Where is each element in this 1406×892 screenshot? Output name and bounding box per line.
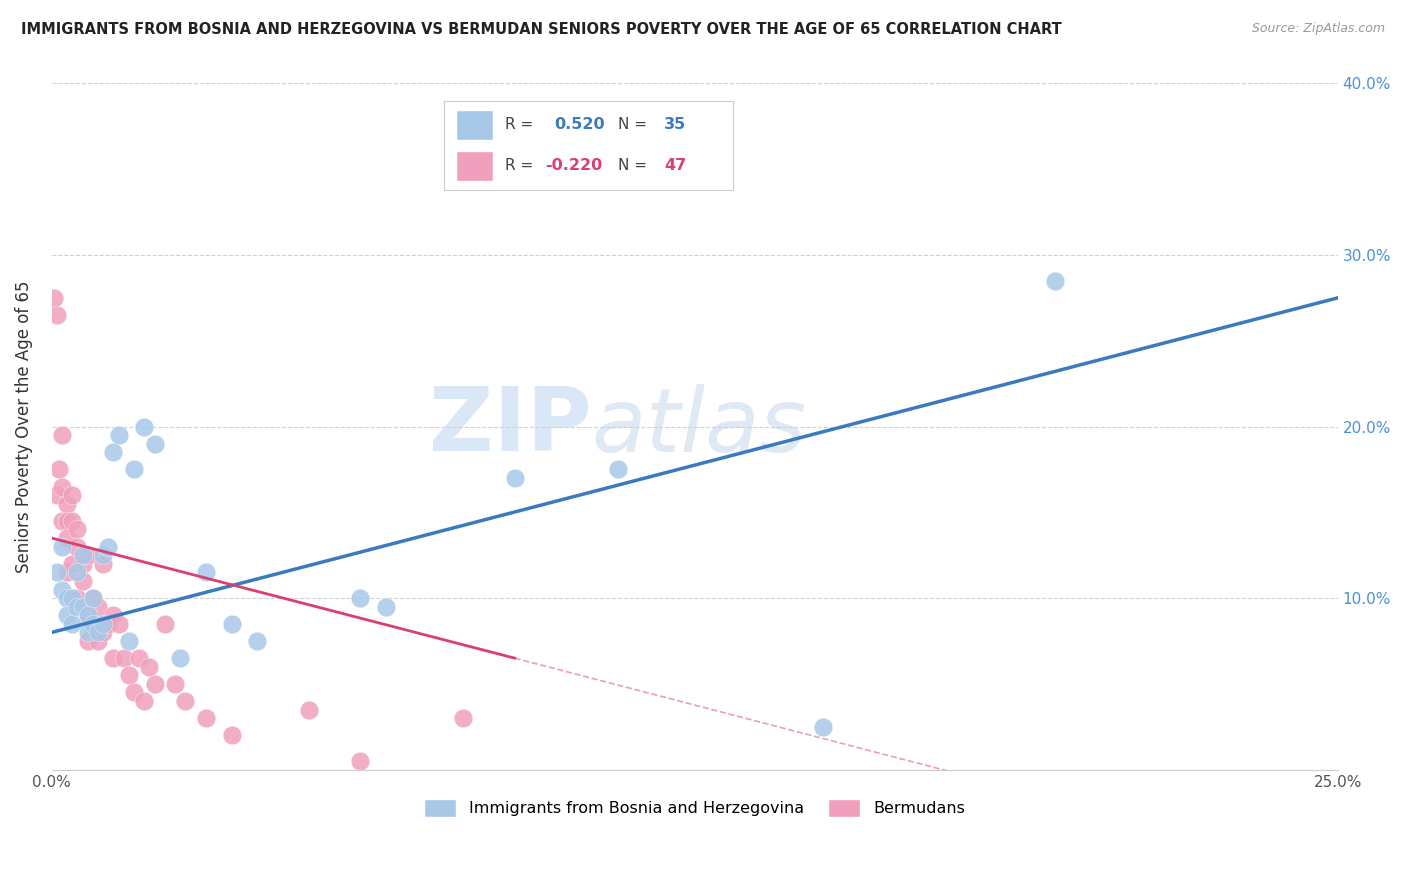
Point xyxy=(56,514,79,528)
Point xyxy=(60,488,83,502)
Point xyxy=(298,703,321,717)
Point xyxy=(134,694,156,708)
Point xyxy=(76,608,98,623)
Text: atlas: atlas xyxy=(592,384,807,469)
Point xyxy=(82,625,104,640)
Point xyxy=(143,677,166,691)
Point xyxy=(72,557,94,571)
Point xyxy=(44,291,66,305)
Point xyxy=(122,685,145,699)
Point xyxy=(60,557,83,571)
Point xyxy=(66,566,89,580)
Point xyxy=(72,548,94,562)
Point xyxy=(56,497,79,511)
Point xyxy=(138,659,160,673)
Point xyxy=(66,523,89,537)
Point xyxy=(103,608,125,623)
Point xyxy=(87,599,110,614)
Point xyxy=(451,711,474,725)
Point xyxy=(66,591,89,606)
Point xyxy=(91,616,114,631)
Point xyxy=(60,514,83,528)
Point xyxy=(375,599,398,614)
Point xyxy=(134,419,156,434)
Y-axis label: Seniors Poverty Over the Age of 65: Seniors Poverty Over the Age of 65 xyxy=(15,280,32,573)
Point xyxy=(221,728,243,742)
Point xyxy=(56,608,79,623)
Legend: Immigrants from Bosnia and Herzegovina, Bermudans: Immigrants from Bosnia and Herzegovina, … xyxy=(418,792,972,823)
Point xyxy=(66,540,89,554)
Point xyxy=(72,574,94,588)
Point xyxy=(195,711,218,725)
Point xyxy=(246,634,269,648)
Text: Source: ZipAtlas.com: Source: ZipAtlas.com xyxy=(1251,22,1385,36)
Point xyxy=(87,634,110,648)
Point xyxy=(56,531,79,545)
Point xyxy=(97,616,120,631)
Point xyxy=(87,625,110,640)
Text: IMMIGRANTS FROM BOSNIA AND HERZEGOVINA VS BERMUDAN SENIORS POVERTY OVER THE AGE : IMMIGRANTS FROM BOSNIA AND HERZEGOVINA V… xyxy=(21,22,1062,37)
Point xyxy=(76,634,98,648)
Point xyxy=(56,566,79,580)
Point xyxy=(349,754,371,768)
Point xyxy=(82,616,104,631)
Point xyxy=(66,599,89,614)
Point xyxy=(503,471,526,485)
Point xyxy=(76,608,98,623)
Point xyxy=(349,591,371,606)
Point xyxy=(107,428,129,442)
Point xyxy=(60,591,83,606)
Point xyxy=(76,625,98,640)
Point xyxy=(51,540,73,554)
Point xyxy=(221,616,243,631)
Point xyxy=(112,651,135,665)
Text: ZIP: ZIP xyxy=(429,383,592,470)
Point xyxy=(165,677,187,691)
Point xyxy=(45,566,67,580)
Point xyxy=(813,720,835,734)
Point xyxy=(153,616,176,631)
Point xyxy=(103,651,125,665)
Point xyxy=(1043,274,1066,288)
Point xyxy=(45,488,67,502)
Point xyxy=(51,480,73,494)
Point xyxy=(60,616,83,631)
Point xyxy=(118,634,141,648)
Point xyxy=(51,428,73,442)
Point xyxy=(82,591,104,606)
Point xyxy=(91,625,114,640)
Point xyxy=(45,308,67,322)
Point xyxy=(48,462,70,476)
Point xyxy=(174,694,197,708)
Point xyxy=(606,462,628,476)
Point xyxy=(169,651,191,665)
Point xyxy=(72,599,94,614)
Point xyxy=(128,651,150,665)
Point xyxy=(107,616,129,631)
Point xyxy=(97,540,120,554)
Point xyxy=(195,566,218,580)
Point xyxy=(51,514,73,528)
Point xyxy=(56,591,79,606)
Point xyxy=(51,582,73,597)
Point xyxy=(82,591,104,606)
Point xyxy=(103,445,125,459)
Point xyxy=(91,557,114,571)
Point xyxy=(143,436,166,450)
Point xyxy=(122,462,145,476)
Point xyxy=(91,548,114,562)
Point xyxy=(76,548,98,562)
Point xyxy=(118,668,141,682)
